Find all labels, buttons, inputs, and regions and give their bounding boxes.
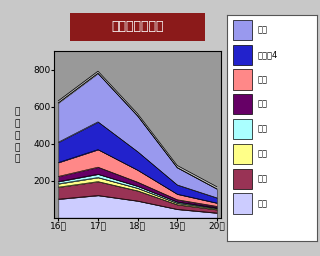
Text: 定
点
患
者
数: 定 点 患 者 数 [15,108,20,164]
Bar [233,193,252,214]
Text: インフルエンザ: インフルエンザ [111,20,164,33]
Bar [233,94,252,114]
Bar [233,45,252,65]
Text: 大崎: 大崎 [258,150,268,158]
Text: 塩餜: 塩餜 [258,174,268,183]
Bar [233,20,252,40]
Text: 登米: 登米 [258,100,268,109]
Text: 仙台: 仙台 [258,26,268,35]
Bar [233,119,252,139]
Text: 仙南: 仙南 [258,199,268,208]
Bar [233,69,252,90]
Text: 石巻: 石巻 [258,75,268,84]
Bar [233,144,252,164]
Bar [233,168,252,189]
Text: 栗原: 栗原 [258,125,268,134]
Text: 気仙氧4: 気仙氧4 [258,50,278,59]
